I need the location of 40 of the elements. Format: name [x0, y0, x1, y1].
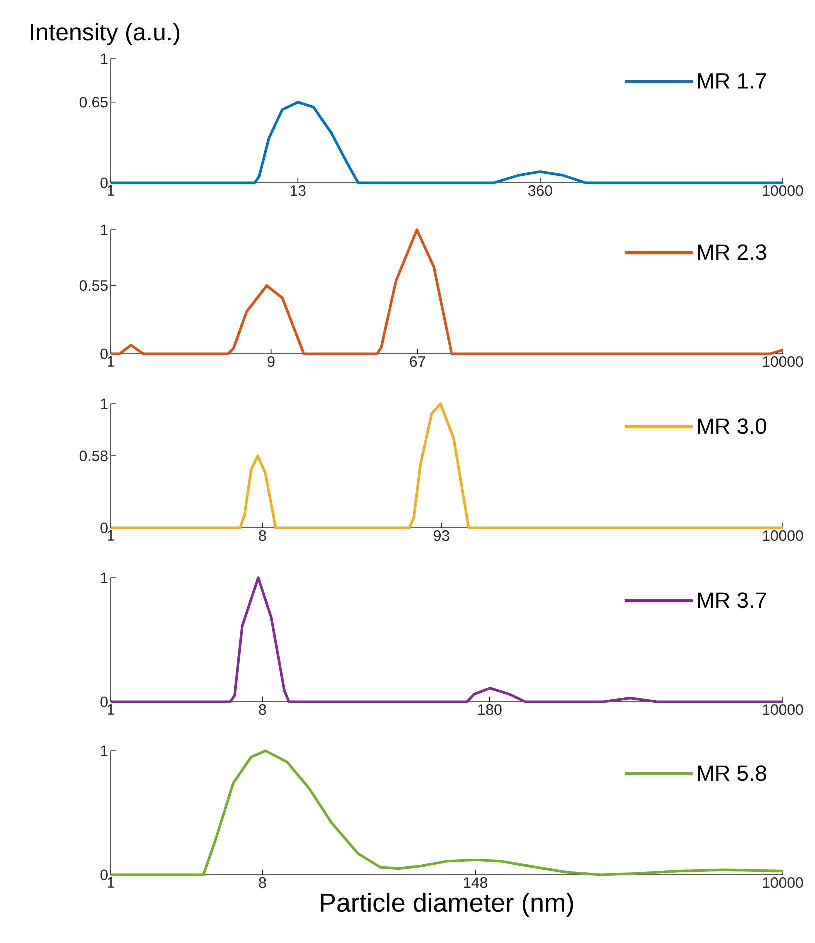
- x-tick-label: 10000: [763, 878, 804, 888]
- y-tick-label: 1: [101, 398, 108, 410]
- x-tick-label: 180: [478, 704, 502, 716]
- x-tick-label: 8: [259, 530, 266, 542]
- y-tick-label: 0: [100, 870, 108, 880]
- y-tick-label: 0: [100, 696, 108, 708]
- legend-label: MR 5.8: [698, 766, 766, 782]
- x-tick-label: 9: [268, 356, 275, 368]
- x-tick-label: 360: [528, 186, 552, 196]
- y-axis-title: Intensity (a.u.): [31, 23, 180, 46]
- x-tick-label: 148: [464, 878, 488, 888]
- x-tick-label: 1: [108, 878, 114, 888]
- y-tick-label: 0: [100, 522, 108, 534]
- y-tick-label: 1: [101, 572, 108, 584]
- y-tick-label: 0.55: [80, 280, 108, 292]
- x-tick-label: 10000: [763, 704, 804, 716]
- y-tick-label: 0: [100, 178, 108, 188]
- x-tick-label: 1: [108, 530, 114, 541]
- x-tick-label: 67: [410, 356, 426, 368]
- x-axis-title: Particle diameter (nm): [321, 892, 574, 918]
- legend-label: MR 3.7: [698, 592, 766, 608]
- x-tick-label: 10000: [763, 530, 804, 542]
- y-tick-label: 1: [101, 746, 108, 756]
- y-tick-label: 0.65: [80, 97, 108, 108]
- x-tick-label: 8: [259, 704, 266, 716]
- legend-label: MR 1.7: [698, 74, 766, 89]
- x-tick-label: 10000: [763, 186, 804, 196]
- x-tick-label: 1: [108, 704, 114, 715]
- x-tick-label: 10000: [763, 356, 804, 368]
- y-tick-label: 0.58: [80, 450, 108, 462]
- y-tick-label: 0: [100, 348, 108, 360]
- y-tick-label: 1: [101, 224, 108, 236]
- legend-label: MR 3.0: [698, 418, 766, 434]
- x-tick-label: 13: [290, 186, 306, 196]
- x-tick-label: 1: [108, 186, 114, 196]
- x-tick-label: 1: [108, 356, 114, 367]
- y-tick-label: 1: [101, 54, 108, 64]
- x-tick-label: 8: [259, 878, 266, 888]
- x-tick-label: 93: [434, 530, 450, 542]
- legend-label: MR 2.3: [698, 244, 766, 260]
